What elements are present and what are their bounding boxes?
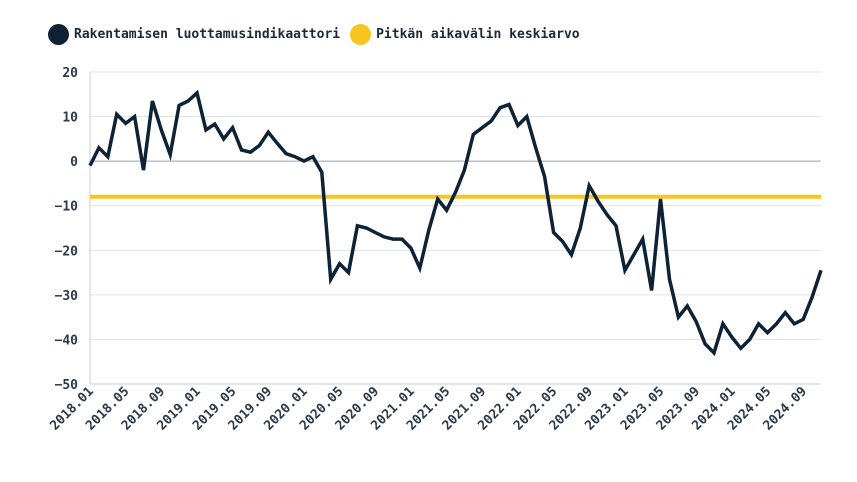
legend-item-confidence[interactable]: Rakentamisen luottamusindikaattori — [48, 23, 341, 45]
chart-legend: Rakentamisen luottamusindikaattori Pitkä… — [48, 22, 590, 46]
legend-item-average[interactable]: Pitkän aikavälin keskiarvo — [350, 23, 580, 45]
y-tick-label: −40 — [55, 333, 79, 348]
y-tick-label: −30 — [55, 289, 79, 304]
y-tick-label: −20 — [55, 244, 79, 259]
legend-label-confidence: Rakentamisen luottamusindikaattori — [74, 26, 341, 42]
y-tick-label: −10 — [55, 200, 79, 215]
y-tick-label: 10 — [62, 111, 78, 126]
y-tick-label: −50 — [55, 378, 79, 393]
legend-swatch-average — [350, 23, 372, 45]
legend-swatch-confidence — [48, 23, 69, 45]
confidence-indicator-line — [88, 89, 823, 357]
y-tick-label: 0 — [70, 155, 78, 170]
y-tick-label: 20 — [62, 66, 78, 81]
legend-label-average: Pitkän aikavälin keskiarvo — [376, 26, 580, 42]
